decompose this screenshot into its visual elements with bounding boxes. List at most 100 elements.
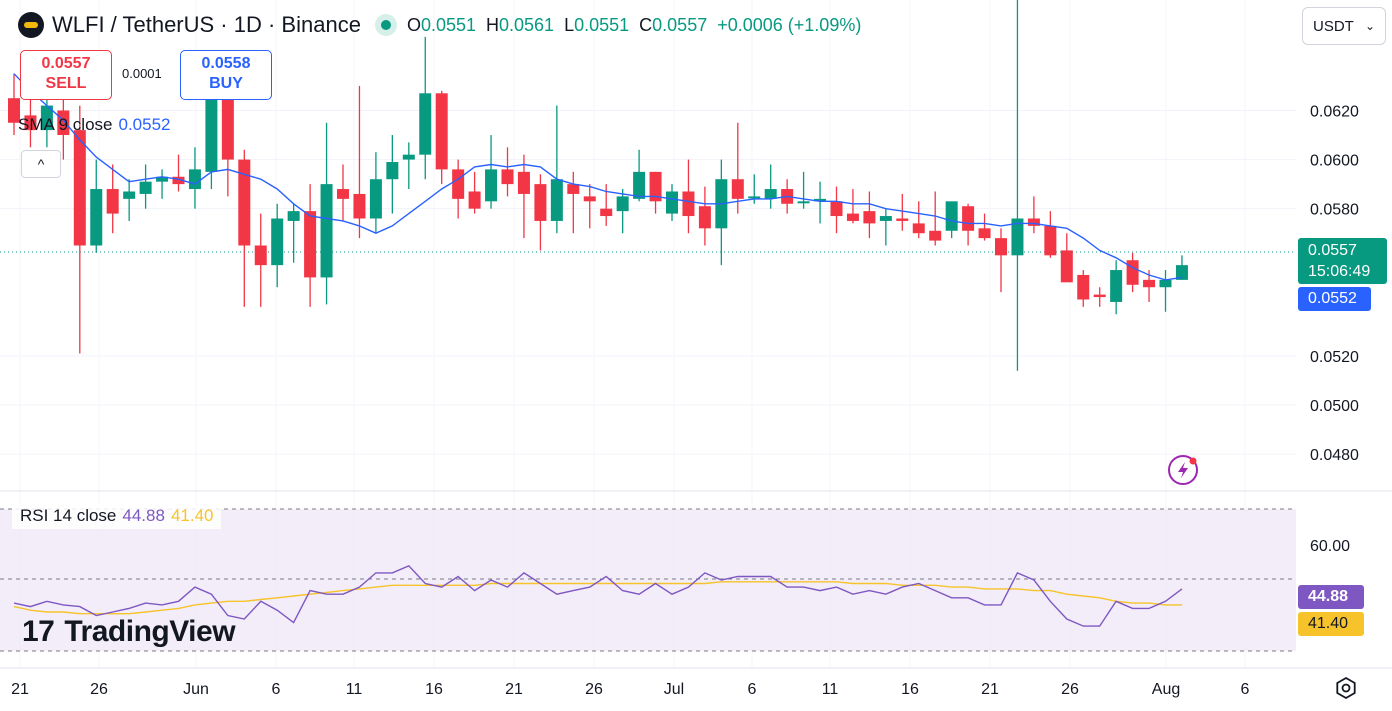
candle-body	[616, 196, 629, 212]
sma-legend[interactable]: SMA 9 close 0.0552	[18, 115, 171, 135]
time-axis-tick: 21	[981, 681, 999, 698]
candle-body	[287, 211, 300, 221]
candle-body	[534, 184, 547, 221]
candle-body	[1044, 225, 1057, 256]
tradingview-logo[interactable]: 17 TradingView	[22, 615, 236, 649]
candle-body	[24, 115, 37, 131]
candle-body	[1093, 294, 1106, 298]
candle	[123, 179, 136, 221]
candle	[90, 159, 103, 253]
candle-body	[172, 176, 185, 185]
candle-body	[1027, 218, 1040, 226]
candle-body	[962, 206, 975, 231]
collapse-legend-button[interactable]: ^	[21, 150, 61, 178]
settings-icon[interactable]	[1336, 676, 1356, 700]
candle-body	[1126, 260, 1139, 285]
tradingview-mark-icon: 17	[22, 615, 55, 648]
tradingview-wordmark: TradingView	[64, 615, 236, 648]
symbol-header[interactable]: WLFI / TetherUS · 1D · Binance O0.0551 H…	[18, 10, 861, 40]
price-axis-tick: 0.0500	[1310, 398, 1359, 415]
candle-body	[600, 208, 613, 217]
rsi-ma-line	[13, 581, 1182, 615]
current-price-value: 0.0557	[1308, 242, 1357, 259]
rsi-line	[13, 564, 1183, 627]
candle	[764, 164, 777, 209]
candle-body	[402, 154, 415, 160]
candle	[1110, 260, 1123, 315]
candle	[8, 73, 20, 136]
candle	[468, 171, 481, 214]
candle-body	[896, 218, 909, 221]
candle	[1044, 211, 1057, 258]
candle	[139, 164, 152, 209]
rsi-legend-value: 44.88	[122, 506, 165, 525]
candle-body	[188, 169, 201, 190]
candle	[238, 149, 251, 307]
candle-body	[221, 90, 234, 160]
candle-body	[254, 245, 267, 266]
price-axis-tick: 0.0620	[1310, 103, 1359, 120]
candle	[337, 164, 349, 221]
candle-body	[123, 191, 136, 199]
candle-body	[1175, 265, 1188, 280]
candle	[188, 147, 201, 209]
candle-body	[419, 93, 432, 155]
candle	[912, 201, 925, 239]
candle	[995, 228, 1007, 293]
sma-legend-value: 0.0552	[118, 115, 171, 134]
candle-body	[517, 171, 530, 194]
candle	[1175, 255, 1188, 280]
candle-body	[945, 201, 958, 231]
candle	[666, 184, 678, 221]
time-axis-tick: 6	[272, 681, 281, 698]
time-axis-tick: 6	[748, 681, 757, 698]
candle	[649, 171, 662, 214]
candle-body	[748, 196, 761, 199]
time-axis[interactable]: 21 26 Jun 6 11 16 21 26 Jul 6 11 16 21 26 Aug 6	[11, 681, 1249, 698]
time-axis-tick: 26	[585, 681, 603, 698]
sma-legend-label: SMA 9 close	[18, 115, 113, 134]
candle-body	[40, 105, 53, 131]
rsi-legend[interactable]: RSI 14 close 44.88 41.40	[12, 503, 222, 529]
candle-body	[386, 162, 399, 180]
market-open-icon	[374, 14, 397, 36]
candle	[945, 201, 958, 239]
alert-icon[interactable]	[1168, 455, 1198, 485]
sma-price-tag: 0.0552	[1298, 287, 1371, 311]
currency-select[interactable]: USDT ⌄	[1302, 7, 1386, 45]
candle-body	[1143, 279, 1156, 288]
time-axis-tick: 21	[505, 681, 523, 698]
candle-body	[1077, 274, 1090, 300]
sell-price: 0.0557	[41, 55, 91, 72]
candle-body	[682, 191, 695, 217]
candle-body	[8, 98, 20, 123]
sma-line	[13, 73, 1183, 281]
symbol-title[interactable]: WLFI / TetherUS · 1D · Binance	[52, 12, 361, 37]
candle	[320, 122, 333, 305]
buy-button[interactable]: 0.0558 BUY	[180, 50, 272, 100]
price-axis[interactable]: 0.0620 0.0600 0.0580 0.0520 0.0500 0.0480	[1310, 103, 1359, 464]
price-axis-tick: 0.0520	[1310, 349, 1359, 366]
candle-body	[995, 238, 1007, 256]
candle	[485, 135, 498, 209]
candle	[731, 122, 744, 214]
candle-body	[1159, 279, 1172, 288]
candle	[452, 159, 465, 219]
candle-body	[649, 171, 662, 202]
candle	[929, 191, 942, 246]
candle-body	[633, 171, 646, 199]
candle-body	[90, 189, 103, 246]
candle-body	[485, 169, 498, 202]
candle-body	[797, 201, 810, 204]
rsi-axis-tick-60: 60.00	[1310, 538, 1350, 555]
sell-button[interactable]: 0.0557 SELL	[20, 50, 112, 100]
candle	[353, 85, 366, 239]
candle	[846, 189, 859, 224]
candle-body	[435, 93, 448, 170]
candle	[402, 142, 415, 190]
candle	[517, 154, 530, 239]
candle	[682, 159, 695, 234]
candle-body	[567, 184, 580, 194]
candle	[1011, 0, 1024, 371]
